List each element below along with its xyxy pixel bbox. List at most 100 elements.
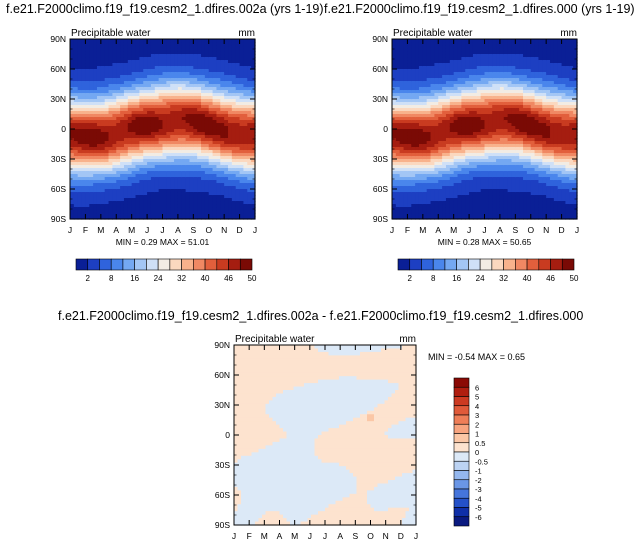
- heatmap-cell: [476, 159, 482, 163]
- heatmap-cell: [189, 213, 194, 217]
- heatmap-cell: [247, 132, 252, 136]
- heatmap-cell: [449, 213, 455, 217]
- heatmap-cell: [422, 45, 428, 49]
- heatmap-cell: [496, 87, 501, 91]
- heatmap-cell: [70, 123, 75, 127]
- heatmap-cell: [430, 39, 435, 43]
- heatmap-cell: [181, 48, 187, 52]
- heatmap-cell: [127, 81, 133, 85]
- heatmap-cell: [204, 135, 210, 139]
- heatmap-cell: [104, 153, 110, 157]
- heatmap-cell: [104, 120, 110, 124]
- heatmap-cell: [239, 60, 245, 64]
- heatmap-cell: [418, 102, 424, 106]
- heatmap-cell: [197, 129, 202, 133]
- heatmap-cell: [449, 69, 455, 73]
- heatmap-cell: [208, 66, 214, 70]
- heatmap-cell: [457, 48, 462, 52]
- heatmap-cell: [224, 48, 229, 52]
- panel-title-top-left: f.e21.F2000climo.f19_f19.cesm2_1.dfires.…: [6, 2, 324, 16]
- heatmap-cell: [438, 174, 443, 178]
- heatmap-cell: [247, 159, 252, 163]
- heatmap-cell: [488, 42, 493, 46]
- heatmap-cell: [461, 174, 466, 178]
- heatmap-cell: [139, 120, 144, 124]
- heatmap-cell: [120, 69, 125, 73]
- heatmap-cell: [212, 153, 218, 157]
- heatmap-cell: [174, 108, 179, 112]
- heatmap-cell: [472, 93, 478, 97]
- heatmap-cell: [480, 138, 486, 142]
- heatmap-cell: [204, 216, 210, 220]
- heatmap-cell: [116, 117, 121, 121]
- heatmap-cell: [461, 99, 466, 103]
- heatmap-cell: [220, 159, 225, 163]
- heatmap-cell: [96, 201, 102, 205]
- heatmap-cell: [465, 186, 470, 190]
- heatmap-cell: [73, 195, 79, 199]
- heatmap-cell: [181, 189, 187, 193]
- heatmap-cell: [89, 198, 94, 202]
- heatmap-cell: [418, 114, 424, 118]
- heatmap-cell: [135, 144, 140, 148]
- heatmap-cell: [496, 144, 501, 148]
- heatmap-cell: [415, 213, 420, 217]
- heatmap-cell: [147, 39, 152, 43]
- heatmap-cell: [85, 156, 90, 160]
- heatmap-cell: [442, 81, 447, 85]
- heatmap-cell: [503, 147, 509, 151]
- heatmap-cell: [442, 96, 447, 100]
- heatmap-cell: [131, 156, 137, 160]
- heatmap-cell: [89, 114, 94, 118]
- heatmap-cell: [403, 66, 409, 70]
- heatmap-cell: [445, 90, 451, 94]
- heatmap-cell: [93, 54, 98, 58]
- heatmap-cell: [158, 93, 164, 97]
- heatmap-cell: [197, 117, 202, 121]
- heatmap-cell: [418, 159, 424, 163]
- heatmap-cell: [239, 162, 245, 166]
- heatmap-cell: [70, 39, 75, 43]
- heatmap-cell: [515, 183, 520, 187]
- heatmap-cell: [418, 186, 424, 190]
- heatmap-cell: [193, 183, 198, 187]
- heatmap-cell: [123, 216, 129, 220]
- heatmap-cell: [228, 45, 233, 49]
- heatmap-cell: [181, 165, 187, 169]
- heatmap-cell: [515, 135, 520, 139]
- heatmap-cell: [472, 171, 478, 175]
- heatmap-cell: [442, 87, 447, 91]
- heatmap-cell: [503, 171, 509, 175]
- heatmap-cell: [399, 78, 405, 82]
- heatmap-cell: [422, 75, 428, 79]
- heatmap-cell: [131, 66, 137, 70]
- heatmap-cell: [503, 48, 509, 52]
- heatmap-cell: [135, 108, 140, 112]
- heatmap-cell: [469, 132, 474, 136]
- heatmap-cell: [127, 180, 133, 184]
- heatmap-cell: [197, 69, 202, 73]
- heatmap-cell: [123, 105, 129, 109]
- heatmap-cell: [392, 51, 397, 55]
- heatmap-cell: [147, 105, 152, 109]
- heatmap-cell: [193, 81, 198, 85]
- heatmap-cell: [442, 132, 447, 136]
- heatmap-cell: [139, 165, 144, 169]
- heatmap-cell: [212, 81, 218, 85]
- heatmap-cell: [484, 135, 489, 139]
- heatmap-cell: [507, 48, 513, 52]
- heatmap-cell: [201, 201, 206, 205]
- heatmap-cell: [247, 114, 252, 118]
- heatmap-cell: [239, 108, 245, 112]
- heatmap-cell: [201, 48, 206, 52]
- heatmap-cell: [484, 57, 489, 61]
- heatmap-cell: [112, 216, 117, 220]
- heatmap-cell: [438, 192, 443, 196]
- heatmap-cell: [162, 51, 167, 55]
- heatmap-cell: [251, 204, 256, 208]
- heatmap-cell: [484, 201, 489, 205]
- heatmap-cell: [216, 177, 221, 181]
- heatmap-cell: [112, 84, 117, 88]
- heatmap-cell: [89, 204, 94, 208]
- heatmap-cell: [496, 132, 501, 136]
